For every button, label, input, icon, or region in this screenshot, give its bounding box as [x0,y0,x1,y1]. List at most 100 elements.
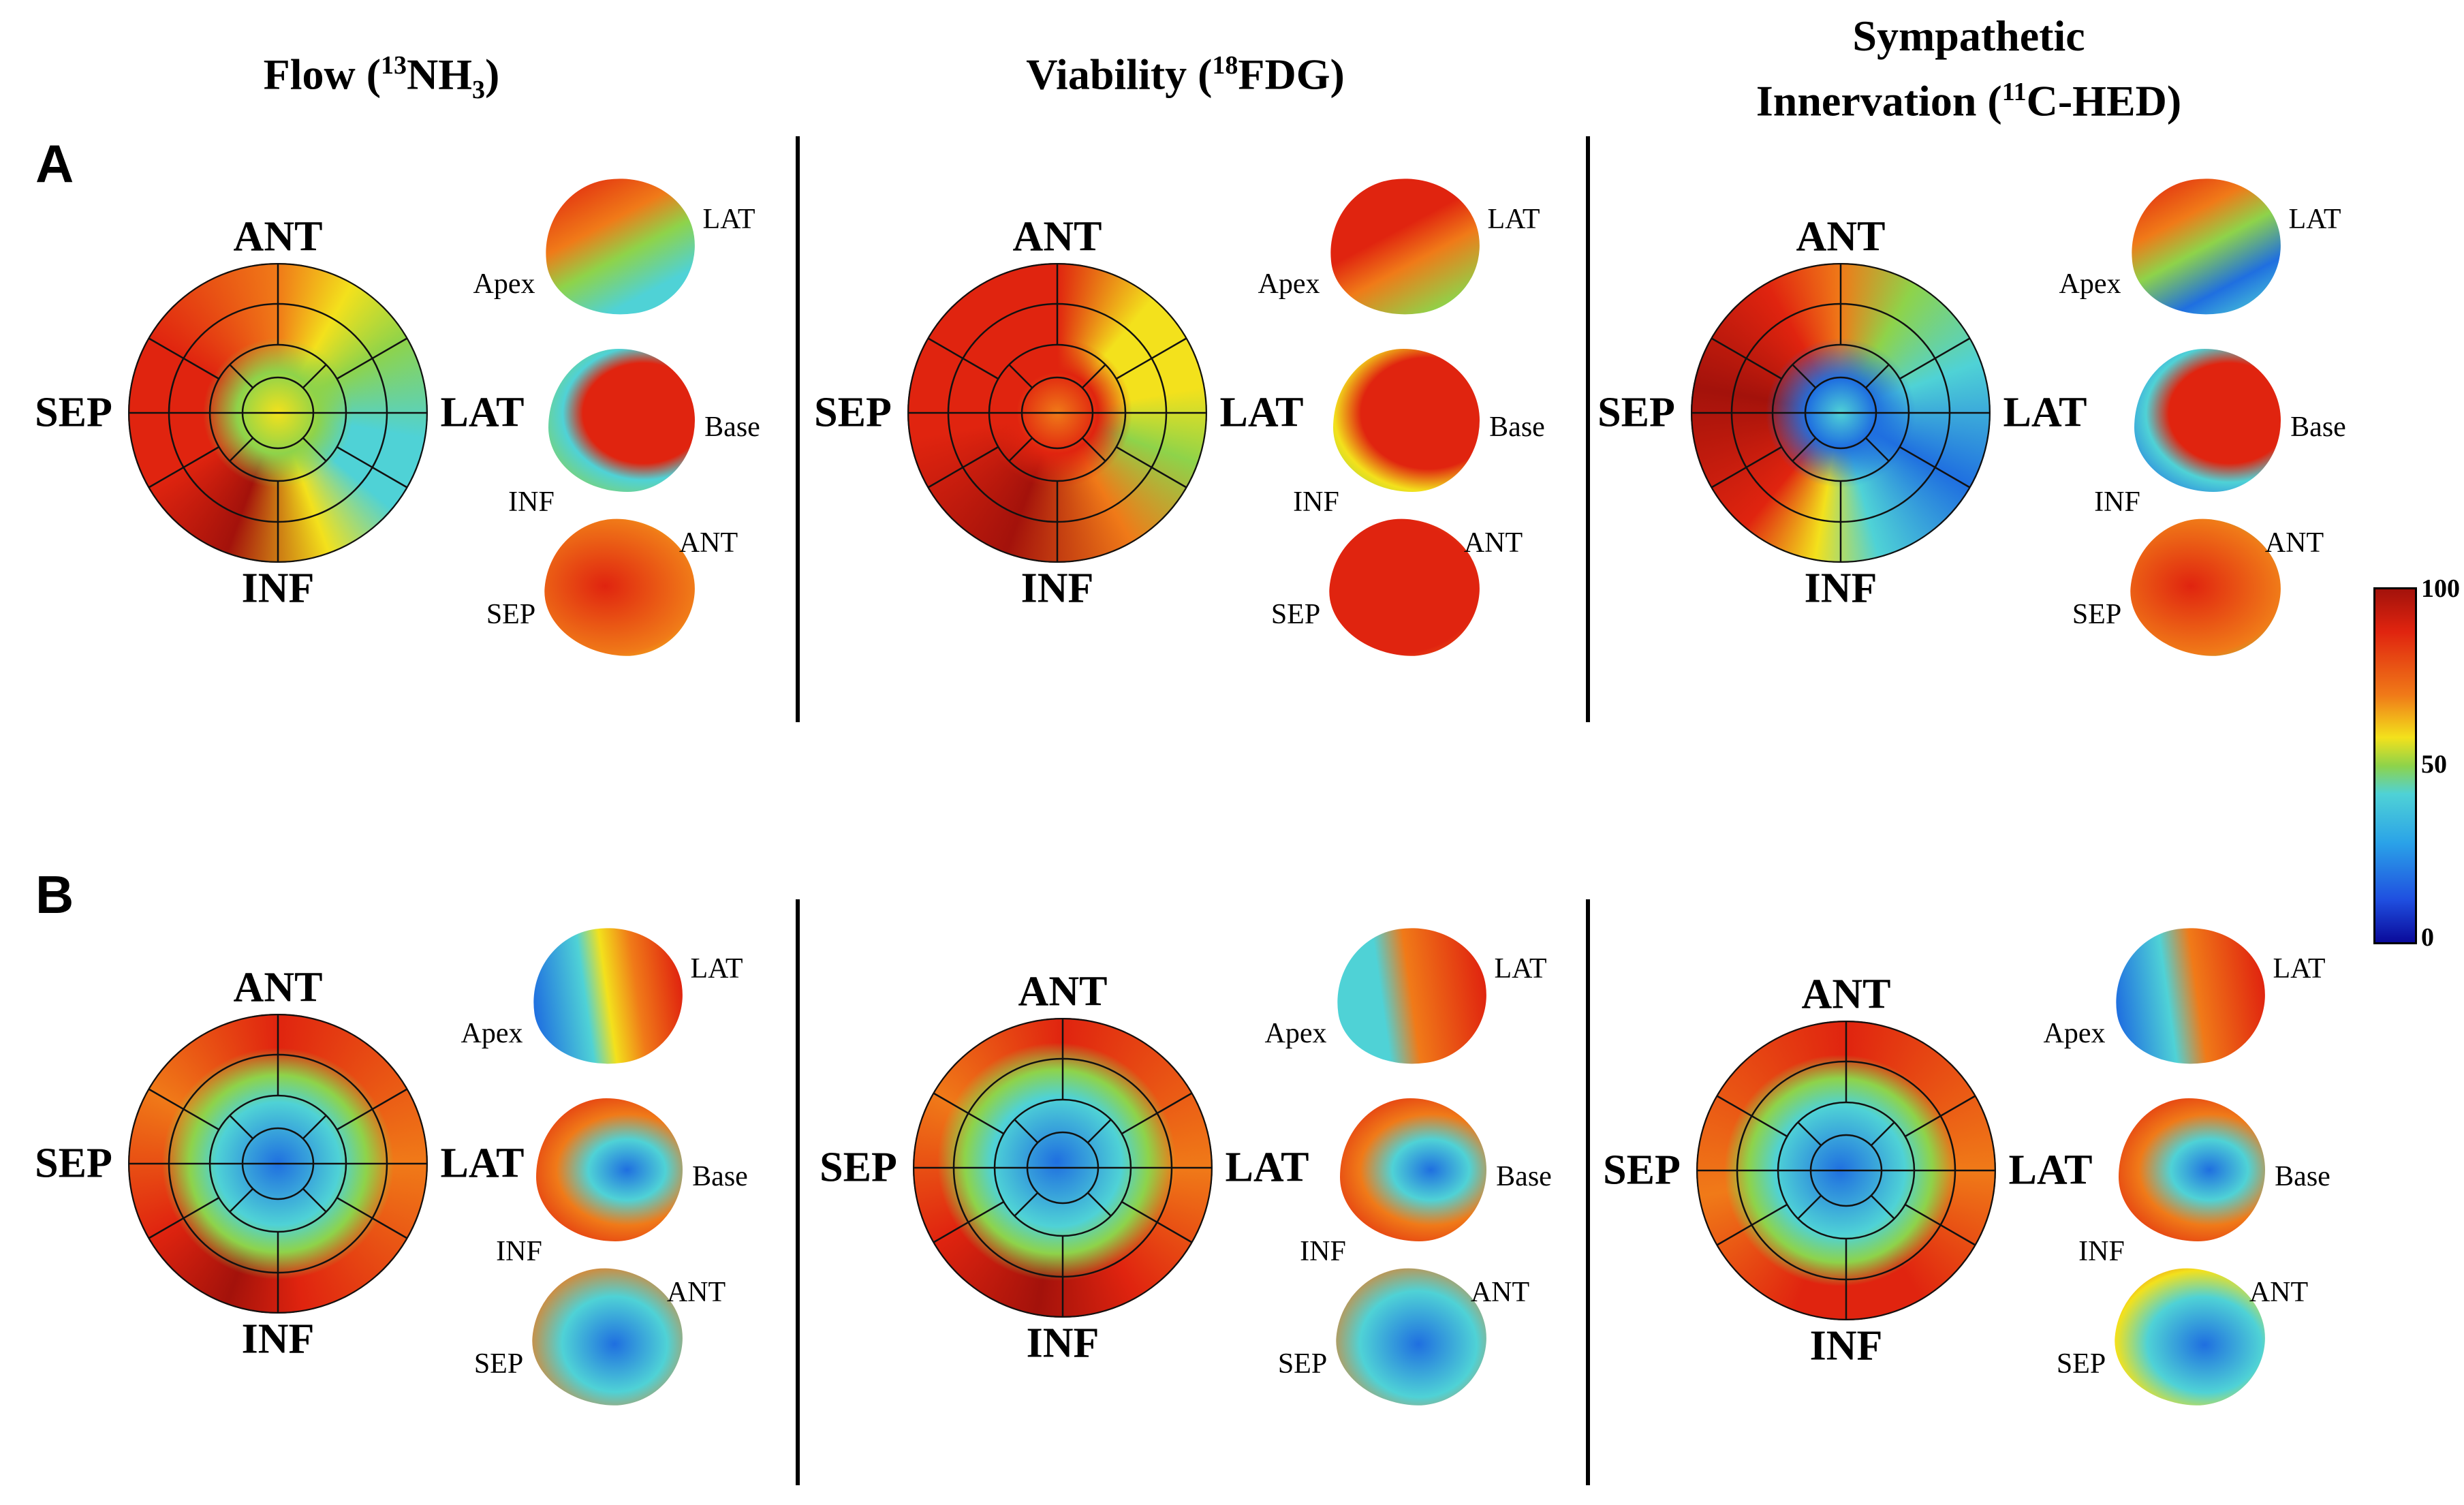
b-flow-apex-label: Apex [461,1018,523,1049]
a-via-lat-label: LAT [1219,389,1304,436]
b-flow-sep-view-label: SEP [473,1348,524,1380]
ventricle-3d-view-a-flow-3 [539,512,701,662]
ventricle-3d-view-b-flow-3 [527,1262,689,1412]
a-inn-ant-view-label: ANT [2264,527,2324,559]
polar-map-a-inn [1691,263,1991,563]
polar-map-a-flow [128,263,428,563]
ventricle-3d-view-b-via-3 [1330,1262,1493,1412]
row-label-a: A [35,134,74,193]
b-inn-inf-label: INF [1809,1322,1883,1369]
a-flow-ant-label: ANT [233,213,323,260]
polar-map-grid [128,1014,428,1314]
separator-a-1 [796,136,800,722]
b-flow-ant-view-label: ANT [666,1277,726,1308]
b-via-base-label: Base [1496,1161,1552,1192]
b-flow-inf-label: INF [241,1316,315,1363]
ventricle-3d-view-a-inn-2 [2134,349,2281,492]
colorbar [2373,587,2417,944]
polar-map-b-via [913,1018,1213,1318]
separator-a-2 [1586,136,1590,722]
b-via-sep-view-label: SEP [1277,1348,1328,1380]
a-flow-sep-label: SEP [35,389,112,436]
a-flow-base-label: Base [704,412,760,443]
a-inn-inf-view-label: INF [2094,486,2140,518]
polar-map-a-via [907,263,1207,563]
ventricle-3d-view-a-via-1 [1321,168,1488,325]
ventricle-3d-view-a-flow-1 [536,168,704,325]
a-inn-base-label: Base [2290,412,2346,443]
b-via-apex-label: Apex [1264,1018,1327,1049]
separator-b-1 [796,899,800,1485]
colorbar-max-label: 100 [2421,574,2460,603]
a-flow-apex-label: Apex [473,268,535,300]
b-via-ant-view-label: ANT [1470,1277,1530,1308]
b-inn-apex-label: Apex [2043,1018,2106,1049]
a-inn-apex-label: Apex [2059,268,2121,300]
polar-map-b-flow [128,1014,428,1314]
b-via-lat-label: LAT [1225,1144,1309,1191]
b-inn-lat-label: LAT [2008,1147,2093,1194]
a-via-ant-label: ANT [1012,213,1102,260]
ventricle-3d-view-a-via-2 [1333,349,1480,492]
a-via-base-label: Base [1489,412,1545,443]
a-via-sep-view-label: SEP [1270,599,1321,630]
separator-b-2 [1586,899,1590,1485]
b-flow-lat-label: LAT [440,1140,525,1187]
b-via-lat-view-label: LAT [1494,953,1547,984]
ventricle-3d-view-a-inn-3 [2125,512,2287,662]
polar-map-grid [1696,1021,1996,1320]
a-inn-ant-label: ANT [1796,213,1886,260]
row-label-b: B [35,865,74,925]
ventricle-3d-view-b-inn-3 [2109,1262,2271,1412]
a-flow-lat-label: LAT [440,389,525,436]
a-inn-sep-label: SEP [1597,389,1675,436]
ventricle-3d-view-b-flow-2 [536,1098,683,1241]
b-via-inf-label: INF [1026,1320,1100,1367]
a-flow-ant-view-label: ANT [679,527,738,559]
viability-column-title: Viability (18FDG) [1026,50,1345,99]
b-inn-ant-view-label: ANT [2249,1277,2309,1308]
polar-map-grid [1691,263,1991,563]
polar-map-grid [913,1018,1213,1318]
flow-column-title: Flow (13NH3) [263,50,500,105]
b-flow-lat-view-label: LAT [690,953,743,984]
b-inn-base-label: Base [2275,1161,2330,1192]
ventricle-3d-view-b-via-2 [1340,1098,1486,1241]
a-inn-inf-label: INF [1804,565,1877,612]
polar-map-b-inn [1696,1021,1996,1320]
innervation-column-title: Sympathetic Innervation (11C-HED) [1756,12,2182,125]
a-inn-lat-view-label: LAT [2288,204,2341,235]
b-inn-lat-view-label: LAT [2273,953,2326,984]
ventricle-3d-view-a-flow-2 [548,349,695,492]
a-via-inf-view-label: INF [1293,486,1339,518]
b-inn-sep-label: SEP [1603,1147,1681,1194]
a-via-sep-label: SEP [814,389,892,436]
ventricle-3d-view-a-inn-1 [2122,168,2290,325]
ventricle-3d-view-b-flow-1 [524,918,691,1074]
ventricle-3d-view-b-inn-1 [2106,918,2274,1074]
colorbar-mid-label: 50 [2421,750,2447,779]
a-via-inf-label: INF [1020,565,1094,612]
b-flow-base-label: Base [692,1161,748,1192]
a-flow-inf-label: INF [241,565,315,612]
a-flow-sep-view-label: SEP [486,599,536,630]
a-inn-lat-label: LAT [2003,389,2087,436]
polar-map-grid [907,263,1207,563]
b-via-sep-label: SEP [820,1144,897,1191]
a-flow-inf-view-label: INF [508,486,555,518]
a-via-lat-view-label: LAT [1487,204,1540,235]
colorbar-min-label: 0 [2421,923,2434,952]
a-flow-lat-view-label: LAT [702,204,755,235]
b-via-ant-label: ANT [1018,968,1108,1015]
b-flow-sep-label: SEP [35,1140,112,1187]
b-flow-inf-view-label: INF [496,1236,542,1267]
b-inn-ant-label: ANT [1801,971,1891,1018]
polar-map-grid [128,263,428,563]
ventricle-3d-view-a-via-3 [1324,512,1486,662]
b-inn-inf-view-label: INF [2078,1236,2125,1267]
a-via-ant-view-label: ANT [1463,527,1523,559]
a-via-apex-label: Apex [1258,268,1320,300]
b-inn-sep-view-label: SEP [2056,1348,2106,1380]
b-via-inf-view-label: INF [1300,1236,1346,1267]
a-inn-sep-view-label: SEP [2072,599,2122,630]
